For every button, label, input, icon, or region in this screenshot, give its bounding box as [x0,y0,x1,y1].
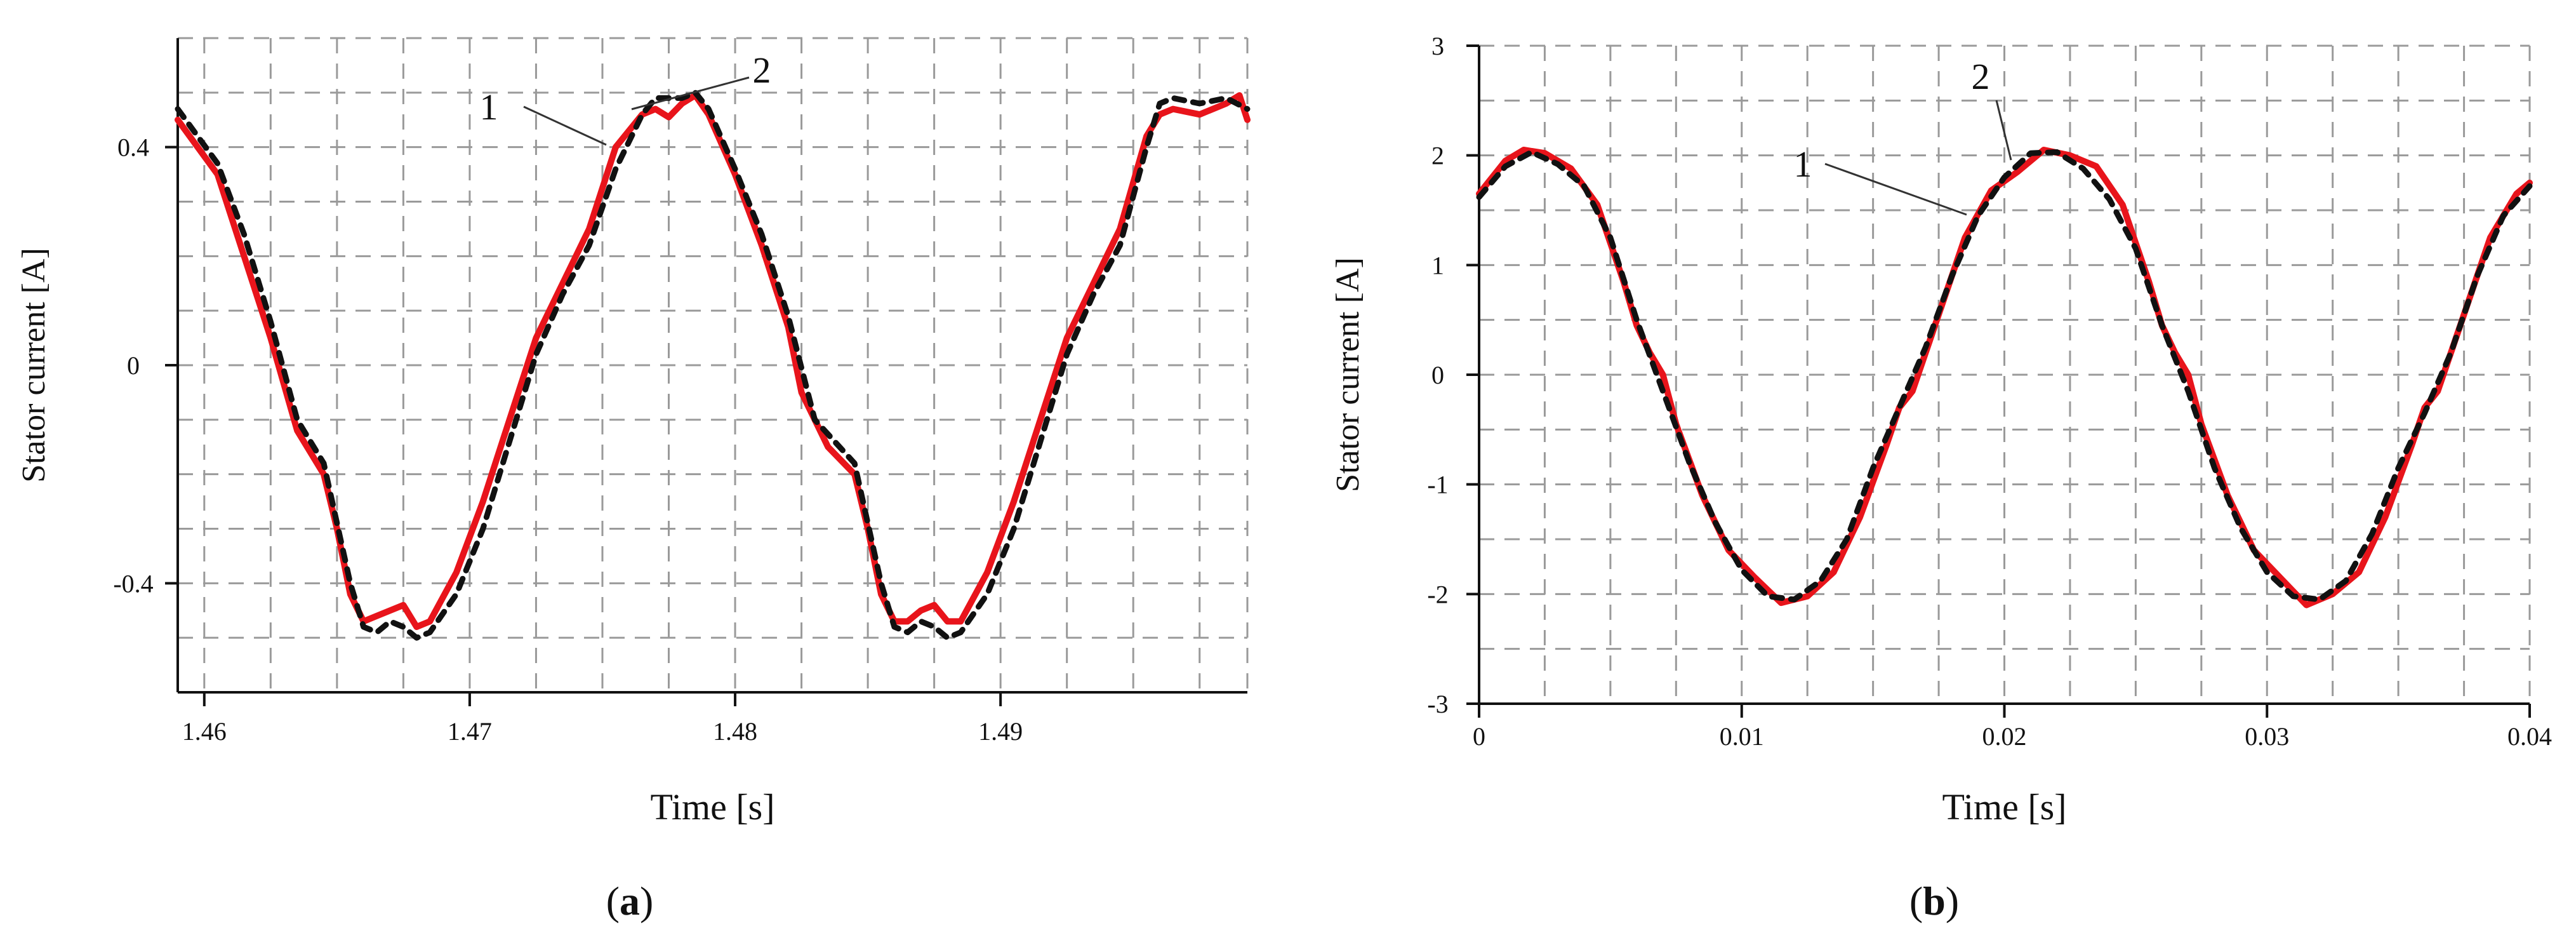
callout-leader [1995,100,2012,161]
grid [178,37,1249,692]
y-tick-label: -3 [1427,690,1448,718]
x-tick-label: 1.46 [182,717,227,746]
x-tick-label: 0.03 [2245,722,2289,751]
grid [1479,44,2531,704]
x-tick-label: 0 [1473,722,1485,751]
panel-label-a: (a) [606,878,654,923]
y-tick-label: 0 [127,351,140,380]
panel-label-b: (b) [1909,878,1959,923]
callout-leader [631,76,750,111]
x-tick-label: 1.48 [713,717,757,746]
y-axis-title: Stator current [A] [1330,257,1366,492]
y-tick-label: -0.4 [113,569,153,598]
x-tick-label: 1.49 [978,717,1023,746]
y-tick-label: 0 [1431,361,1444,389]
x-tick-label: 1.47 [448,717,492,746]
y-axis-title: Stator current [A] [16,248,52,483]
x-tick-label: 0.02 [1982,722,2027,751]
y-tick-label: -2 [1427,580,1448,608]
y-tick-label: 3 [1431,32,1444,60]
series-line-2 [1476,149,2533,603]
y-tick-label: -1 [1427,471,1448,499]
callout-leader [1824,163,1967,216]
series-line-1 [175,92,1251,630]
callout-leader [523,105,607,146]
x-tick-label: 0.01 [1720,722,1764,751]
y-tick-label: 0.4 [117,133,149,162]
panel-b: 0 0.01 0.02 0.03 0.04 -3 -2 -1 0 1 2 3 Time [s] Stato… [1330,32,2552,828]
callout-label: 1 [480,86,498,128]
callout-label: 2 [1972,56,1990,97]
callout-label: 1 [1794,144,1812,185]
series-line-2 [175,90,1251,641]
x-tick-label: 0.04 [2507,722,2552,751]
y-tick-label: 2 [1431,142,1444,170]
y-tick-label: 1 [1431,251,1444,279]
callout-label: 2 [753,50,771,91]
panel-a: 1.46 1.47 1.48 1.49 -0.4 0 0.4 Time [s] Stator c… [16,37,1251,828]
x-axis-title: Time [s] [1942,786,2066,828]
x-axis-title: Time [s] [650,786,774,828]
